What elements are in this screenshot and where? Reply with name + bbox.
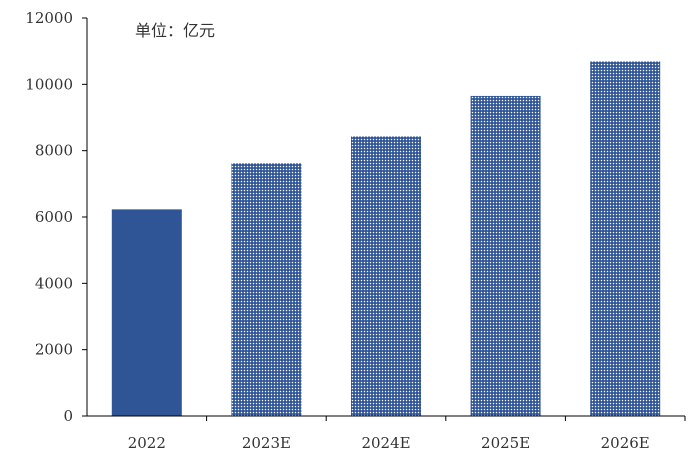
x-tick-label: 2025E xyxy=(481,434,530,452)
y-tick-label: 0 xyxy=(63,407,73,425)
y-tick-label: 12000 xyxy=(25,9,73,27)
bar-2022 xyxy=(111,209,182,416)
bar-2024e xyxy=(351,136,421,416)
y-tick-label: 10000 xyxy=(25,75,73,93)
bar-2025e xyxy=(470,95,541,417)
bars-group xyxy=(111,61,661,417)
bar-2026e xyxy=(590,61,661,416)
unit-label: 单位：亿元 xyxy=(135,21,215,40)
y-tick-label: 4000 xyxy=(35,274,73,292)
y-tick-label: 8000 xyxy=(35,142,73,160)
y-axis-ticks: 0 2000 4000 6000 8000 10000 12000 xyxy=(25,9,87,425)
x-axis-ticks: 2022 2023E 2024E 2025E 2026E xyxy=(128,416,686,452)
x-tick-label: 2024E xyxy=(361,434,410,452)
bar-2023e xyxy=(231,163,302,416)
x-tick-label: 2023E xyxy=(242,434,291,452)
y-tick-label: 6000 xyxy=(35,208,73,226)
x-tick-label: 2022 xyxy=(128,434,166,452)
y-tick-label: 2000 xyxy=(35,341,73,359)
x-tick-label: 2026E xyxy=(601,434,650,452)
